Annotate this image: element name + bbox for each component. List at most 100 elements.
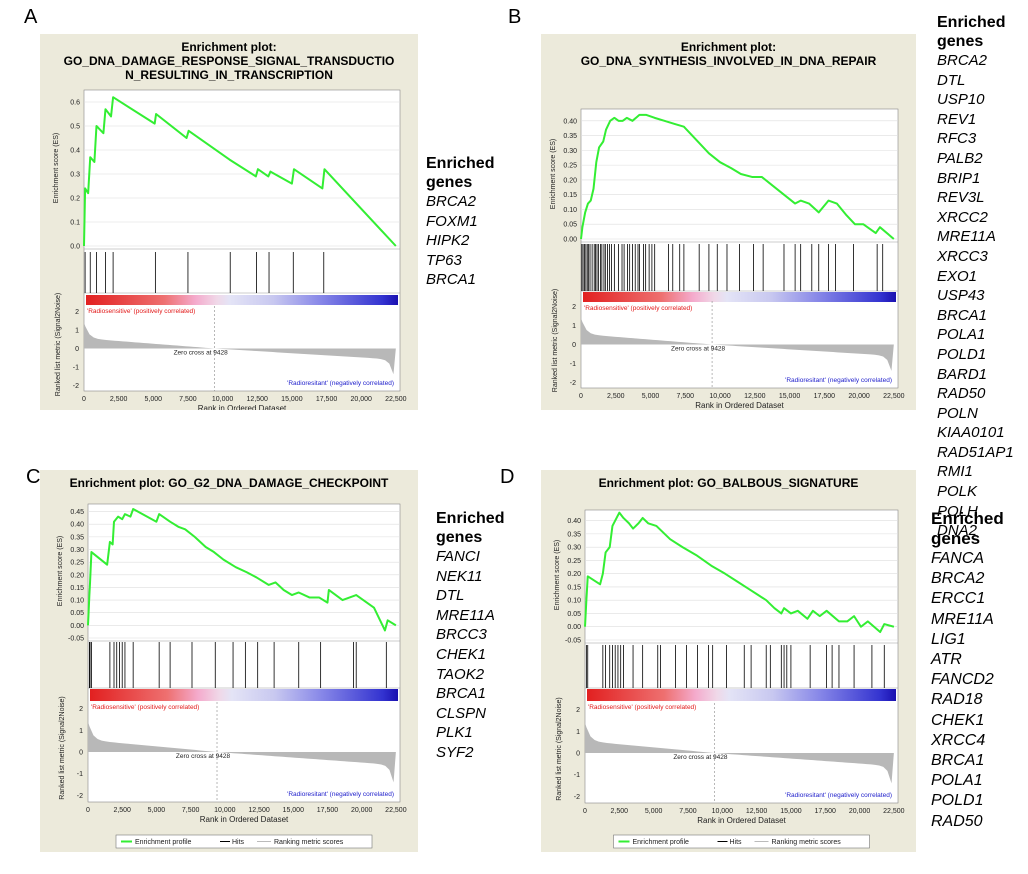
gene-item: ATR xyxy=(931,651,962,669)
zero-cross-label: Zero cross at 9428 xyxy=(176,753,231,760)
es-axis-label: Enrichment score (ES) xyxy=(554,540,561,610)
x-tick-label: 7,500 xyxy=(677,393,695,400)
plot-area xyxy=(83,89,401,392)
metric-tick-label: -1 xyxy=(77,771,83,778)
x-tick-label: 2,500 xyxy=(607,393,625,400)
es-tick-label: 0.5 xyxy=(70,124,80,131)
zero-cross-label: Zero cross at 9428 xyxy=(671,346,726,353)
gene-item: MRE11A xyxy=(937,228,996,246)
gene-item: FANCD2 xyxy=(931,671,994,689)
metric-tick-label: 1 xyxy=(75,328,79,335)
gene-list-a: Enriched genes BRCA2 FOXM1 HIPK2 TP63 BRCA1 xyxy=(426,154,494,290)
es-tick-label: 0.20 xyxy=(567,571,581,578)
ranked-color-bar xyxy=(583,292,896,302)
es-tick-label: 0.30 xyxy=(70,547,84,554)
x-tick-label: 2,500 xyxy=(110,396,128,403)
es-tick-label: 0.15 xyxy=(567,584,581,591)
panel-label-d: D xyxy=(500,466,515,488)
es-tick-label: 0.25 xyxy=(70,560,84,567)
gene-item: POLD1 xyxy=(931,792,984,810)
x-tick-label: 0 xyxy=(86,807,90,814)
gene-list-heading: Enriched xyxy=(937,14,1006,31)
gene-item: RAD18 xyxy=(931,691,983,709)
chart-title: Enrichment plot: xyxy=(681,40,776,54)
gene-item: RAD50 xyxy=(931,812,983,830)
chart-title: Enrichment plot: GO_BALBOUS_SIGNATURE xyxy=(599,476,859,490)
x-tick-label: 12,500 xyxy=(248,807,270,814)
enrichment-plot-c-svg: Enrichment plot: GO_G2_DNA_DAMAGE_CHECKP… xyxy=(57,476,407,849)
x-tick-label: 12,500 xyxy=(746,808,768,815)
x-tick-label: 5,000 xyxy=(642,393,660,400)
es-tick-label: 0.25 xyxy=(563,163,577,170)
metric-area-positive xyxy=(581,318,713,345)
gene-item: BRCA1 xyxy=(931,752,985,770)
metric-tick-label: 1 xyxy=(572,323,576,330)
x-tick-label: 20,000 xyxy=(351,807,373,814)
chart-title: Enrichment plot: xyxy=(181,40,276,54)
es-tick-label: 0.10 xyxy=(70,598,84,605)
gene-item: RFC3 xyxy=(937,130,977,148)
x-tick-label: 5,000 xyxy=(645,808,663,815)
gene-item: DTL xyxy=(937,71,966,89)
metric-tick-label: -2 xyxy=(574,794,580,801)
es-tick-label: 0.40 xyxy=(70,522,84,529)
gene-item: BRIP1 xyxy=(937,169,981,187)
gene-item: POLA1 xyxy=(931,772,983,790)
gene-item: XRCC4 xyxy=(931,731,986,749)
panel-label-b: B xyxy=(508,6,522,28)
x-tick-label: 5,000 xyxy=(148,807,166,814)
gene-item: REV1 xyxy=(937,110,977,128)
metric-area-negative xyxy=(217,752,396,783)
es-tick-label: 0.15 xyxy=(70,585,84,592)
gene-item: TP63 xyxy=(426,251,462,269)
x-tick-label: 20,000 xyxy=(350,396,372,403)
panel-label-c: C xyxy=(26,466,41,488)
metric-tick-label: 1 xyxy=(576,729,580,736)
x-tick-label: 10,000 xyxy=(214,807,236,814)
negative-correlation-label: 'Radioresitant' (negatively correlated) xyxy=(287,380,394,387)
gene-list-heading: Enriched xyxy=(931,509,1004,528)
gene-item: CHEK1 xyxy=(436,645,487,663)
gene-item: ERCC1 xyxy=(931,590,986,608)
es-tick-label: 0.2 xyxy=(70,196,80,203)
es-tick-label: 0.20 xyxy=(563,177,577,184)
enrichment-profile-line xyxy=(83,96,397,247)
x-tick-label: 17,500 xyxy=(814,393,836,400)
gene-item: BRCA2 xyxy=(931,570,985,588)
metric-tick-label: -2 xyxy=(570,380,576,387)
gene-item: POLK xyxy=(937,483,978,501)
gene-item: PALB2 xyxy=(937,149,983,167)
gene-item: USP43 xyxy=(937,287,985,305)
gene-list-heading: Enriched xyxy=(436,510,505,527)
metric-tick-label: -1 xyxy=(570,361,576,368)
metric-axis-label: Ranked list metric (Signal2Noise) xyxy=(552,289,559,392)
es-tick-label: 0.15 xyxy=(563,192,577,199)
chart-title: Enrichment plot: GO_G2_DNA_DAMAGE_CHECKP… xyxy=(70,476,389,490)
legend xyxy=(115,834,373,849)
es-tick-label: 0.4 xyxy=(70,148,80,155)
gene-list-heading: genes xyxy=(436,529,483,546)
es-tick-label: 0.00 xyxy=(563,237,577,244)
metric-tick-label: -2 xyxy=(73,383,79,390)
es-tick-label: 0.30 xyxy=(563,148,577,155)
es-tick-label: 0.0 xyxy=(70,244,80,251)
x-tick-label: 20,000 xyxy=(849,808,871,815)
gene-list-c: Enriched genes FANCI NEK11 DTL MRE11A BRCC3 C… xyxy=(436,509,504,763)
gene-item: MRE11A xyxy=(931,610,994,628)
gene-item: FOXM1 xyxy=(426,212,478,230)
x-tick-label: 2,500 xyxy=(113,807,131,814)
legend-ranking-label: Ranking metric scores xyxy=(274,839,344,846)
x-tick-label: 0 xyxy=(82,396,86,403)
chart-title: N_RESULTING_IN_TRANSCRIPTION xyxy=(125,68,333,82)
enrichment-profile-line xyxy=(584,511,895,634)
metric-tick-label: 0 xyxy=(79,750,83,757)
metric-tick-label: -2 xyxy=(77,793,83,800)
es-tick-label: 0.35 xyxy=(70,534,84,541)
es-axis-label: Enrichment score (ES) xyxy=(57,536,64,606)
metric-area-positive xyxy=(84,322,215,349)
negative-correlation-label: 'Radioresitant' (negatively correlated) xyxy=(785,377,892,384)
positive-correlation-label: 'Radiosensitive' (positively correlated) xyxy=(588,704,696,711)
negative-correlation-label: 'Radioresitant' (negatively correlated) xyxy=(785,792,892,799)
ranked-color-bar xyxy=(86,295,398,305)
es-tick-label: 0.10 xyxy=(563,207,577,214)
